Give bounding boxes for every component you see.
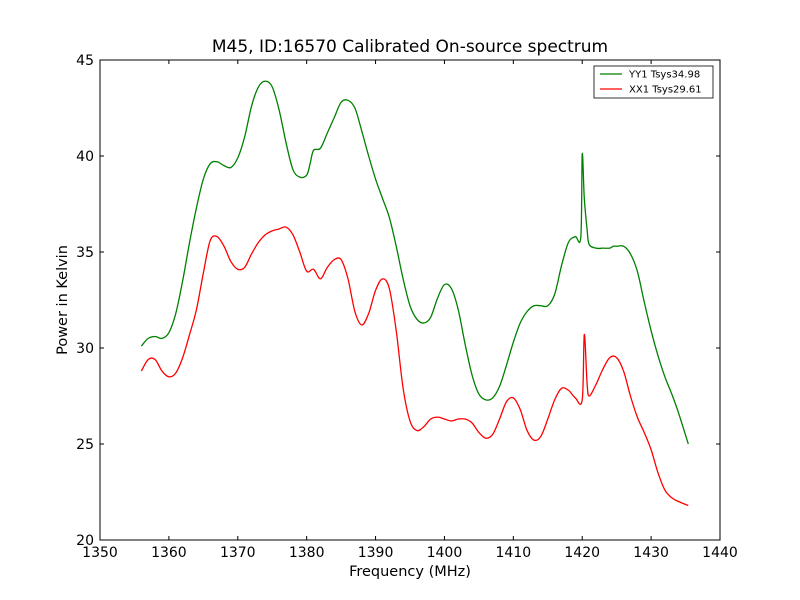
- x-tick-label: 1370: [220, 545, 256, 561]
- plot-area: 1350 1360 1370 1380 1390 1400 1410 1420 1430 1440…: [76, 53, 738, 561]
- x-tick-label: 1360: [151, 545, 187, 561]
- tick-layer: 1350 1360 1370 1380 1390 1400 1410 1420 1430 1440…: [76, 53, 738, 561]
- series-line-xx1: [140, 226, 689, 507]
- x-tick-label: 1420: [564, 545, 600, 561]
- y-tick-label: 35: [76, 245, 94, 261]
- x-tick-label: 1390: [358, 545, 394, 561]
- x-tick-label: 1400: [427, 545, 463, 561]
- chart-title: M45, ID:16570 Calibrated On-source spect…: [212, 37, 608, 57]
- legend-label-yy1: YY1 Tsys34.98: [628, 70, 700, 81]
- y-tick-label: 20: [76, 533, 94, 549]
- legend-box: [593, 65, 714, 99]
- y-tick-label: 25: [76, 437, 94, 453]
- x-tick-label: 1440: [702, 545, 738, 561]
- plot-frame: [99, 59, 721, 541]
- x-tick-label: 1430: [633, 545, 669, 561]
- x-tick-label: 1410: [496, 545, 532, 561]
- series-layer: [140, 80, 689, 507]
- y-tick-label: 40: [76, 149, 94, 165]
- y-tick-label: 45: [76, 53, 94, 69]
- series-line-yy1: [140, 80, 689, 445]
- y-tick-label: 30: [76, 341, 94, 357]
- x-tick-label: 1350: [82, 545, 118, 561]
- x-tick-label: 1380: [289, 545, 325, 561]
- x-axis-label: Frequency (MHz): [349, 564, 471, 580]
- legend: YY1 Tsys34.98 XX1 Tsys29.61: [593, 65, 714, 99]
- y-axis-label: Power in Kelvin: [55, 245, 71, 355]
- legend-label-xx1: XX1 Tsys29.61: [629, 85, 702, 96]
